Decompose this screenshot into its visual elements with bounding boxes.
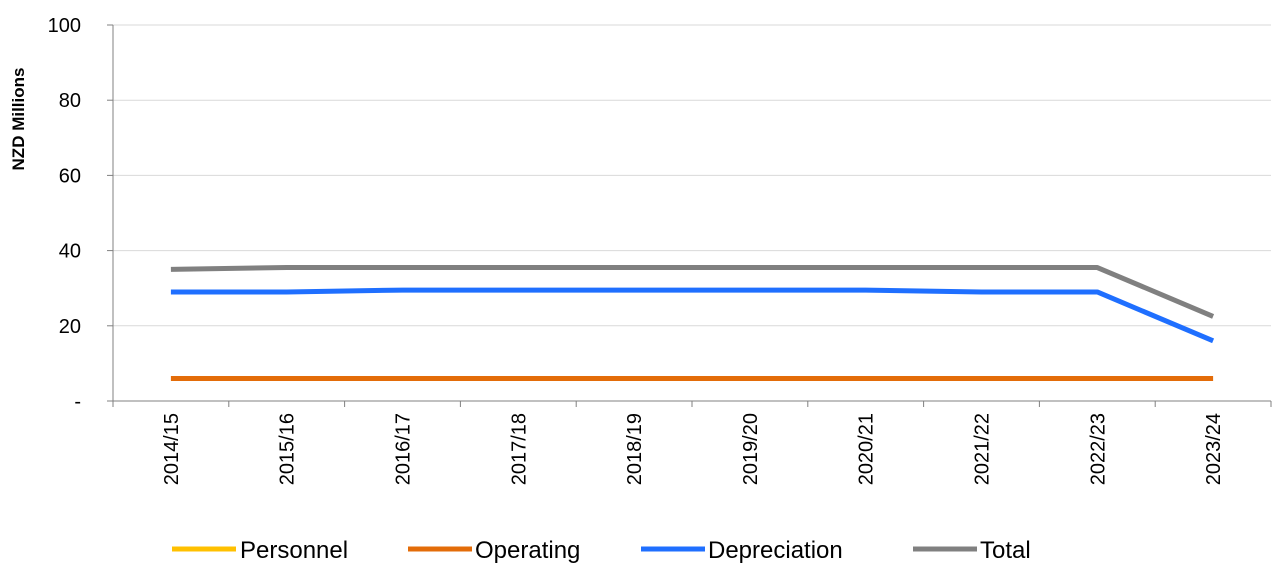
x-tick-label: 2015/16: [277, 413, 299, 485]
x-tick-label: 2021/22: [972, 413, 994, 485]
series-line-depreciation: [170, 287, 1215, 344]
series-line-total: [170, 265, 1215, 319]
x-axis-ticks: 2014/15 2015/16 2016/17 2017/18 2018/19 2019/…: [161, 413, 1225, 485]
y-tick-label: 20: [59, 316, 81, 338]
x-tick-label: 2020/21: [856, 413, 878, 485]
y-axis-ticks: - 20 40 60 80 100: [48, 15, 81, 413]
x-tick-label: 2014/15: [161, 413, 183, 485]
legend-label: Operating: [475, 537, 580, 564]
y-tick-label: 60: [59, 165, 81, 187]
legend-label: Total: [980, 537, 1031, 564]
legend: Personnel Operating Depreciation Total: [172, 537, 1031, 564]
y-tick-label: -: [74, 391, 81, 413]
series-lines: [170, 265, 1215, 381]
x-tick-label: 2018/19: [624, 413, 646, 485]
legend-item-depreciation: Depreciation: [641, 537, 843, 564]
y-tick-label: 40: [59, 241, 81, 263]
x-tick-label: 2023/24: [1203, 413, 1225, 485]
legend-item-total: Total: [913, 537, 1031, 564]
x-tick-label: 2017/18: [508, 413, 530, 485]
y-tick-label: 80: [59, 90, 81, 112]
legend-item-personnel: Personnel: [172, 537, 348, 564]
gridlines: [113, 24, 1271, 327]
y-tick-label: 100: [48, 15, 81, 37]
axes: [107, 24, 1272, 407]
x-tick-label: 2019/20: [740, 413, 762, 485]
x-tick-label: 2022/23: [1087, 413, 1109, 485]
legend-item-operating: Operating: [408, 537, 580, 564]
x-tick-label: 2016/17: [393, 413, 415, 485]
legend-label: Depreciation: [708, 537, 843, 564]
legend-label: Personnel: [240, 537, 348, 564]
y-axis-label: NZD Millions: [9, 68, 28, 171]
